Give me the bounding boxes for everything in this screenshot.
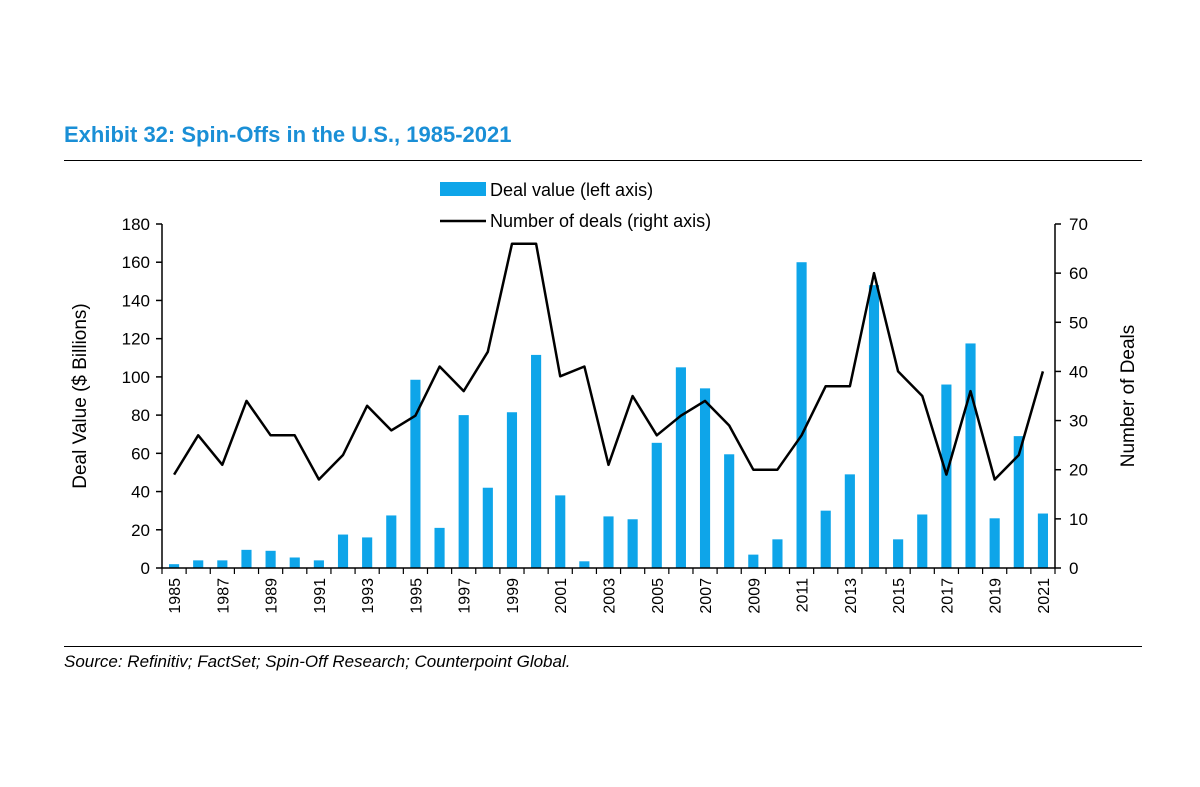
- x-tick-label: 1999: [505, 578, 522, 614]
- bar-2005: [651, 442, 662, 568]
- bar-2008: [724, 454, 735, 568]
- legend-swatch-bar: [440, 182, 486, 196]
- y-tick-label: 140: [122, 291, 150, 310]
- bar-2001: [555, 495, 566, 568]
- y-tick-label: 80: [131, 406, 150, 425]
- bar-1986: [193, 560, 204, 568]
- chart-title: Exhibit 32: Spin-Offs in the U.S., 1985-…: [64, 122, 512, 147]
- y2-tick-label: 50: [1069, 313, 1088, 332]
- source-note: Source: Refinitiv; FactSet; Spin-Off Res…: [64, 652, 571, 671]
- bar-1985: [168, 564, 180, 568]
- legend-label-line: Number of deals (right axis): [490, 211, 711, 231]
- bar-2019: [989, 518, 1000, 568]
- bar-1993: [362, 537, 373, 568]
- y-tick-label: 180: [122, 215, 150, 234]
- y-tick-label: 20: [131, 521, 150, 540]
- bar-1998: [482, 487, 493, 568]
- bar-2003: [603, 516, 614, 568]
- x-tick-label: 1997: [457, 578, 474, 614]
- bar-1988: [241, 549, 252, 568]
- y2-tick-label: 30: [1069, 412, 1088, 431]
- y-tick-label: 160: [122, 253, 150, 272]
- bar-2017: [941, 384, 952, 568]
- x-tick-label: 2007: [698, 578, 715, 614]
- x-tick-label: 2003: [602, 578, 619, 614]
- axes: 0 20 40 60 80 100 120 140 160 180 0 10 20 30 40 50 60 70 1…: [70, 215, 1139, 614]
- x-tick-label: 2009: [746, 578, 763, 614]
- bar-2018: [965, 343, 976, 568]
- x-tick-label: 2015: [891, 578, 908, 614]
- bar-1994: [386, 515, 397, 568]
- x-tick-label: 2001: [553, 578, 570, 614]
- x-tick-label: 2005: [650, 578, 667, 614]
- x-tick-label: 1987: [215, 578, 232, 614]
- x-tick-label: 2011: [795, 578, 812, 613]
- bar-2021: [1037, 513, 1049, 568]
- bar-2000: [531, 354, 542, 568]
- y2-tick-label: 20: [1069, 461, 1088, 480]
- y-tick-label: 120: [122, 330, 150, 349]
- bar-2015: [893, 539, 904, 568]
- x-tick-label: 1991: [312, 578, 329, 614]
- bar-2020: [1013, 436, 1024, 568]
- bar-1999: [506, 412, 518, 568]
- bar-2002: [579, 561, 590, 568]
- deals-line: [173, 242, 1045, 481]
- x-tick-label: 2021: [1036, 578, 1053, 614]
- x-tick-label: 2017: [939, 578, 956, 614]
- bar-2014: [868, 285, 880, 568]
- y2-tick-label: 10: [1069, 510, 1088, 529]
- bar-1990: [289, 557, 300, 568]
- y-tick-label: 100: [122, 368, 150, 387]
- source-rule: [64, 646, 1142, 647]
- y-axis-title: Deal Value ($ Billions): [70, 303, 91, 489]
- bar-2013: [844, 474, 855, 568]
- bar-2007: [699, 388, 711, 568]
- y-tick-label: 60: [131, 444, 150, 463]
- y-tick-label: 0: [141, 559, 150, 578]
- bar-1997: [458, 415, 469, 568]
- bar-2010: [772, 539, 783, 568]
- x-tick-label: 1993: [360, 578, 377, 614]
- bar-1989: [265, 550, 276, 568]
- legend: Deal value (left axis) Number of deals (r…: [440, 180, 711, 231]
- y2-tick-label: 0: [1069, 559, 1078, 578]
- y-tick-label: 40: [131, 483, 150, 502]
- x-tick-label: 2013: [843, 578, 860, 614]
- bar-2011: [796, 262, 807, 568]
- bar-1995: [410, 379, 421, 568]
- bar-1987: [217, 560, 228, 568]
- x-tick-label: 1989: [264, 578, 281, 614]
- bar-2006: [675, 367, 686, 568]
- x-tick-label: 1995: [408, 578, 425, 614]
- bar-1996: [434, 527, 445, 568]
- y2-axis-title: Number of Deals: [1118, 325, 1139, 468]
- bar-2016: [917, 514, 928, 568]
- y2-tick-label: 70: [1069, 215, 1088, 234]
- y2-tick-label: 60: [1069, 264, 1088, 283]
- y2-tick-label: 40: [1069, 362, 1088, 381]
- bar-1991: [313, 560, 324, 568]
- legend-label-bar: Deal value (left axis): [490, 180, 653, 200]
- title-rule: [64, 160, 1142, 161]
- x-tick-label: 1985: [167, 578, 184, 614]
- bar-2004: [627, 519, 638, 568]
- bar-2012: [820, 510, 831, 568]
- bar-1992: [337, 534, 349, 568]
- bar-2009: [748, 554, 759, 568]
- x-tick-label: 2019: [988, 578, 1005, 614]
- bar-series: [168, 262, 1049, 568]
